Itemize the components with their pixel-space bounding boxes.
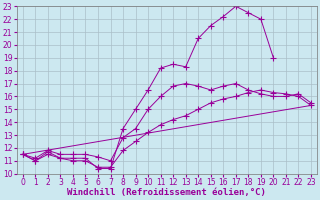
X-axis label: Windchill (Refroidissement éolien,°C): Windchill (Refroidissement éolien,°C) — [68, 188, 266, 197]
